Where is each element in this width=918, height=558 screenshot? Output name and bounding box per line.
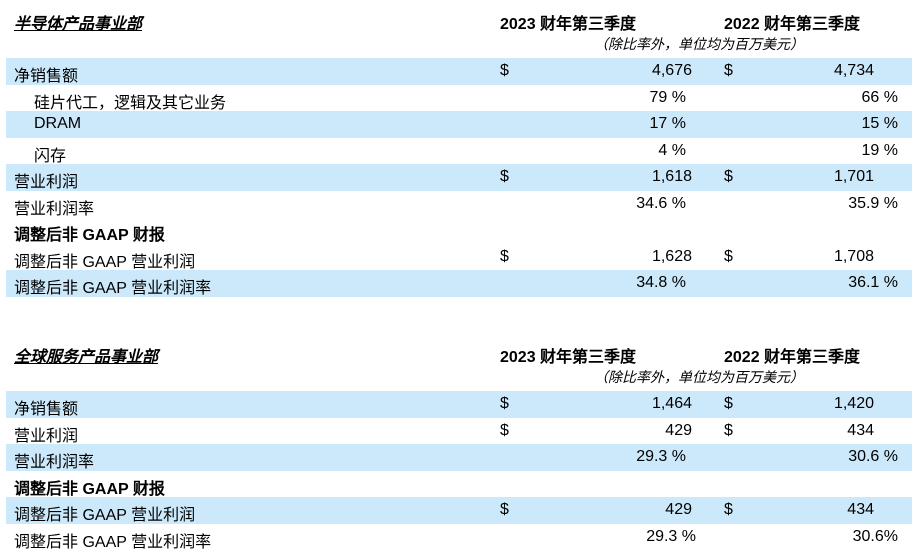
value-fy2022: 1,708 bbox=[833, 247, 874, 265]
table-body: 净销售额 $ 4,676 $ 4,734 硅片代工，逻辑及其它业务 79 % 6… bbox=[0, 58, 918, 297]
table-row: 营业利润率 29.3 % 30.6 % bbox=[0, 444, 918, 471]
table-row: 调整后非 GAAP 营业利润 $ 429 $ 434 bbox=[0, 497, 918, 524]
percent-fy2022: 30.6 % bbox=[848, 448, 898, 465]
row-label: 营业利润 bbox=[14, 427, 79, 445]
row-label: 营业利润 bbox=[14, 174, 79, 191]
currency-symbol: $ bbox=[500, 395, 509, 412]
units-note: （除比率外，单位均为百万美元） bbox=[594, 36, 804, 52]
table-row: DRAM 17 % 15 % bbox=[0, 111, 918, 138]
currency-symbol: $ bbox=[724, 168, 733, 185]
value-fy2023: 1,618 bbox=[651, 168, 692, 185]
row-label: 调整后非 GAAP 营业利润 bbox=[14, 253, 196, 271]
percent-fy2022: 36.1 % bbox=[848, 274, 898, 291]
currency-symbol: $ bbox=[500, 62, 509, 79]
currency-symbol: $ bbox=[724, 395, 733, 412]
percent-fy2022: 15 % bbox=[861, 115, 898, 132]
currency-symbol: $ bbox=[724, 501, 733, 518]
row-label: 调整后非 GAAP 营业利润率 bbox=[14, 533, 212, 551]
table-row: 净销售额 $ 1,464 $ 1,420 bbox=[0, 391, 918, 418]
value-fy2023: 4,676 bbox=[651, 62, 692, 79]
value-fy2022: 434 bbox=[847, 421, 874, 439]
row-label: 硅片代工，逻辑及其它业务 bbox=[34, 94, 227, 112]
percent-fy2023: 34.8 % bbox=[636, 274, 686, 291]
table-row: 硅片代工，逻辑及其它业务 79 % 66 % bbox=[0, 85, 918, 112]
table-row: 净销售额 $ 4,676 $ 4,734 bbox=[0, 58, 918, 85]
section-title: 全球服务产品事业部 bbox=[14, 349, 159, 366]
row-label: 净销售额 bbox=[14, 68, 79, 85]
section-header: 半导体产品事业部 2023 财年第三季度 2022 财年第三季度 bbox=[0, 7, 918, 33]
value-fy2022: 1,420 bbox=[833, 395, 874, 412]
percent-fy2022: 30.6% bbox=[852, 527, 898, 545]
table-row: 调整后非 GAAP 营业利润率 29.3 % 30.6% bbox=[0, 524, 918, 551]
value-fy2023: 429 bbox=[665, 501, 692, 518]
table-row: 营业利润 $ 1,618 $ 1,701 bbox=[0, 164, 918, 191]
row-label: 调整后非 GAAP 营业利润率 bbox=[14, 280, 212, 297]
percent-fy2023: 17 % bbox=[649, 115, 686, 132]
row-label: 营业利润率 bbox=[14, 454, 95, 471]
currency-symbol: $ bbox=[500, 501, 509, 518]
column-header-fy2022: 2022 财年第三季度 bbox=[724, 349, 861, 366]
percent-fy2022: 66 % bbox=[861, 88, 898, 106]
percent-fy2023: 29.3 % bbox=[636, 448, 686, 465]
value-fy2022: 1,701 bbox=[833, 168, 874, 185]
section-header: 全球服务产品事业部 2023 财年第三季度 2022 财年第三季度 bbox=[0, 340, 918, 366]
table-row: 调整后非 GAAP 财报 bbox=[0, 471, 918, 498]
percent-fy2023: 4 % bbox=[658, 141, 686, 159]
table-body: 净销售额 $ 1,464 $ 1,420 营业利润 $ 429 $ 434 营业… bbox=[0, 391, 918, 551]
currency-symbol: $ bbox=[500, 168, 509, 185]
row-subheading: 调整后非 GAAP 财报 bbox=[14, 227, 165, 244]
table-row: 营业利润率 34.6 % 35.9 % bbox=[0, 191, 918, 218]
row-subheading: 调整后非 GAAP 财报 bbox=[14, 480, 165, 498]
percent-fy2022: 19 % bbox=[861, 141, 898, 159]
row-label: 闪存 bbox=[34, 147, 67, 165]
table-row: 调整后非 GAAP 营业利润率 34.8 % 36.1 % bbox=[0, 270, 918, 297]
currency-symbol: $ bbox=[724, 421, 733, 439]
row-label: 营业利润率 bbox=[14, 200, 95, 218]
percent-fy2023: 29.3 % bbox=[646, 527, 696, 545]
currency-symbol: $ bbox=[500, 247, 509, 265]
table-row: 营业利润 $ 429 $ 434 bbox=[0, 418, 918, 445]
table-row: 调整后非 GAAP 营业利润 $ 1,628 $ 1,708 bbox=[0, 244, 918, 271]
value-fy2022: 434 bbox=[847, 501, 874, 518]
value-fy2023: 1,464 bbox=[651, 395, 692, 412]
currency-symbol: $ bbox=[724, 62, 733, 79]
column-header-fy2023: 2023 财年第三季度 bbox=[500, 16, 637, 33]
currency-symbol: $ bbox=[500, 421, 509, 439]
percent-fy2022: 35.9 % bbox=[848, 194, 898, 212]
value-fy2023: 1,628 bbox=[651, 247, 692, 265]
section-title: 半导体产品事业部 bbox=[14, 16, 143, 33]
column-header-fy2023: 2023 财年第三季度 bbox=[500, 349, 637, 366]
row-label: DRAM bbox=[34, 115, 82, 132]
row-label: 调整后非 GAAP 营业利润 bbox=[14, 507, 196, 524]
currency-symbol: $ bbox=[724, 247, 733, 265]
table-row: 调整后非 GAAP 财报 bbox=[0, 217, 918, 244]
percent-fy2023: 34.6 % bbox=[636, 194, 686, 212]
column-header-fy2022: 2022 财年第三季度 bbox=[724, 16, 861, 33]
table-row: 闪存 4 % 19 % bbox=[0, 138, 918, 165]
units-note: （除比率外，单位均为百万美元） bbox=[594, 369, 804, 385]
row-label: 净销售额 bbox=[14, 401, 79, 418]
value-fy2023: 429 bbox=[665, 421, 692, 439]
value-fy2022: 4,734 bbox=[833, 62, 874, 79]
percent-fy2023: 79 % bbox=[649, 88, 686, 106]
